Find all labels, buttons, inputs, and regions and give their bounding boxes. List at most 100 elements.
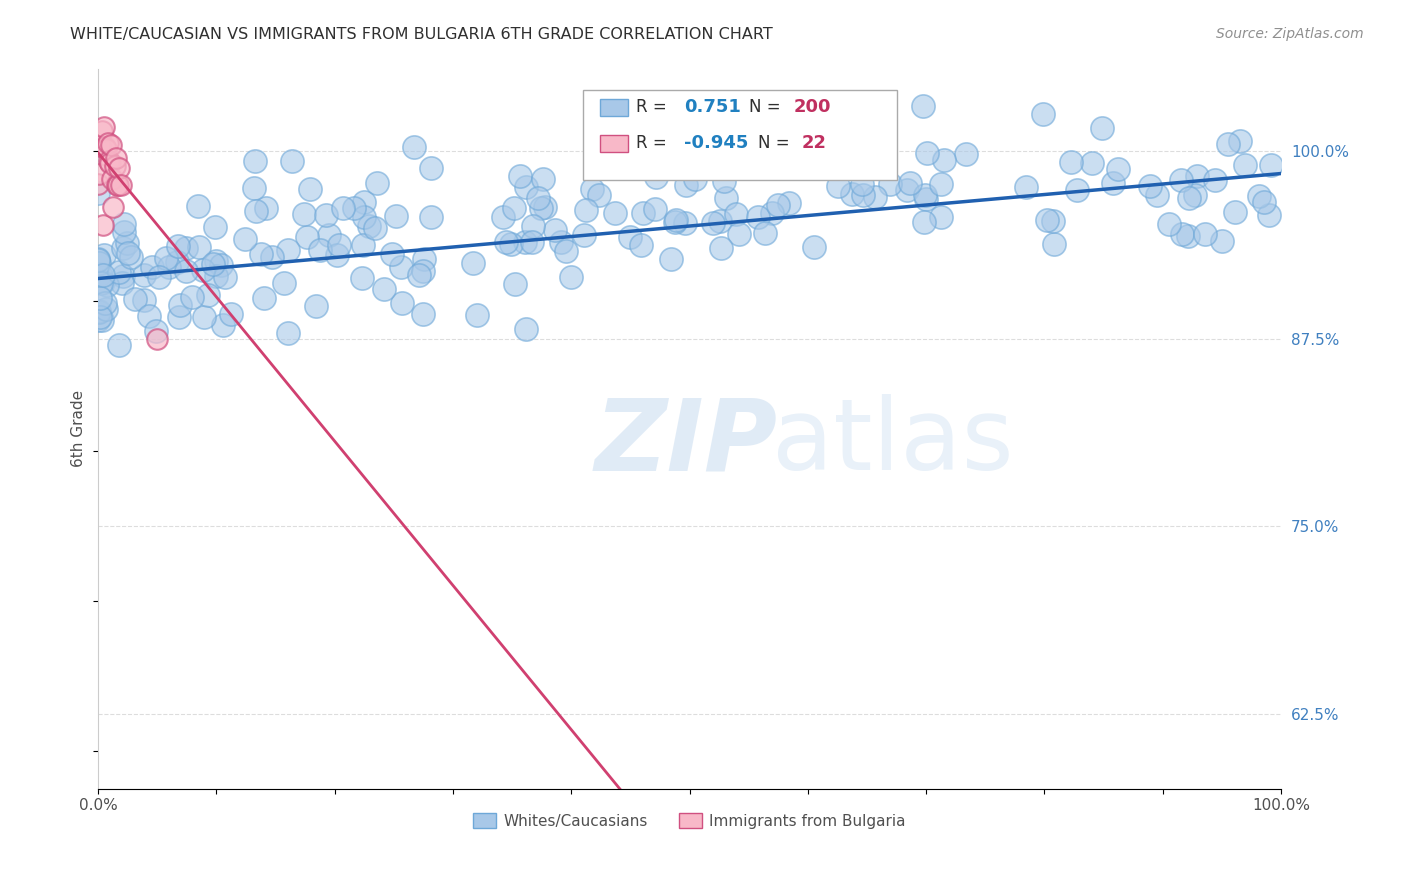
Point xyxy=(96,136,118,150)
Point xyxy=(725,207,748,221)
Point xyxy=(104,151,127,165)
Point xyxy=(174,264,197,278)
Point xyxy=(412,264,434,278)
Point xyxy=(509,169,531,184)
Point xyxy=(665,213,688,227)
Point xyxy=(87,256,110,270)
Point xyxy=(93,120,115,134)
Y-axis label: 6th Grade: 6th Grade xyxy=(72,390,86,467)
Point xyxy=(91,268,114,283)
Point xyxy=(277,243,299,257)
Point xyxy=(914,215,936,229)
Point xyxy=(463,256,485,270)
Point xyxy=(747,210,769,224)
Point xyxy=(101,172,124,186)
Text: R =: R = xyxy=(637,135,672,153)
Point xyxy=(148,270,170,285)
Point xyxy=(166,238,188,252)
Point xyxy=(193,263,215,277)
Point xyxy=(108,265,131,279)
Point xyxy=(352,238,374,252)
Point xyxy=(709,214,731,228)
Point xyxy=(932,153,955,167)
Text: -0.945: -0.945 xyxy=(683,135,748,153)
Point xyxy=(1260,158,1282,172)
Point xyxy=(778,196,800,211)
Point xyxy=(1081,156,1104,170)
Point xyxy=(1060,155,1083,169)
Point xyxy=(115,236,138,251)
Point xyxy=(761,205,783,219)
Point xyxy=(87,305,110,319)
Point xyxy=(683,172,706,186)
Point xyxy=(1211,235,1233,249)
Point xyxy=(664,215,686,229)
Point xyxy=(413,252,436,266)
Point xyxy=(631,205,654,219)
Point xyxy=(209,258,232,272)
Point xyxy=(849,161,872,176)
Point xyxy=(94,140,117,154)
Point xyxy=(515,322,537,336)
Text: 0.751: 0.751 xyxy=(683,98,741,116)
Point xyxy=(108,338,131,352)
Point xyxy=(679,153,702,168)
Point xyxy=(1091,121,1114,136)
Point xyxy=(176,241,198,255)
Point xyxy=(1170,173,1192,187)
Point xyxy=(898,176,921,190)
Text: atlas: atlas xyxy=(772,394,1014,491)
Point xyxy=(1185,169,1208,183)
Point xyxy=(155,251,177,265)
Point xyxy=(141,260,163,274)
Point xyxy=(381,247,404,261)
Point xyxy=(157,260,180,274)
Point xyxy=(1066,183,1088,197)
Point xyxy=(702,216,724,230)
Point xyxy=(675,178,697,192)
Point xyxy=(554,244,576,259)
Point xyxy=(326,248,349,262)
Point xyxy=(955,146,977,161)
Point xyxy=(1139,179,1161,194)
Point xyxy=(87,304,110,318)
Point xyxy=(253,292,276,306)
Point xyxy=(911,99,934,113)
Point xyxy=(544,223,567,237)
Point xyxy=(197,288,219,302)
Point xyxy=(1157,217,1180,231)
Point xyxy=(1184,187,1206,202)
Point xyxy=(98,155,121,169)
Point xyxy=(277,326,299,340)
Point xyxy=(328,238,350,252)
Point xyxy=(851,177,873,191)
Point xyxy=(408,268,430,282)
Point xyxy=(1177,228,1199,243)
Point xyxy=(315,208,337,222)
Point xyxy=(117,245,139,260)
FancyBboxPatch shape xyxy=(583,90,897,180)
Point xyxy=(1146,188,1168,202)
Point xyxy=(124,292,146,306)
Point xyxy=(914,188,936,202)
FancyBboxPatch shape xyxy=(600,135,628,152)
Point xyxy=(97,154,120,169)
Point xyxy=(205,254,228,268)
Point xyxy=(581,182,603,196)
Point xyxy=(94,296,117,310)
Point xyxy=(166,255,188,269)
Point xyxy=(1258,208,1281,222)
Legend: Whites/Caucasians, Immigrants from Bulgaria: Whites/Caucasians, Immigrants from Bulga… xyxy=(467,806,912,835)
Point xyxy=(193,310,215,324)
Point xyxy=(89,167,111,181)
Point xyxy=(515,180,537,194)
Point xyxy=(204,219,226,234)
Point xyxy=(343,202,366,216)
Point xyxy=(879,178,901,192)
Point xyxy=(187,199,209,213)
Point xyxy=(1107,161,1129,176)
Point xyxy=(249,247,271,261)
Point xyxy=(520,235,543,249)
Point xyxy=(132,293,155,307)
Point xyxy=(96,277,118,292)
